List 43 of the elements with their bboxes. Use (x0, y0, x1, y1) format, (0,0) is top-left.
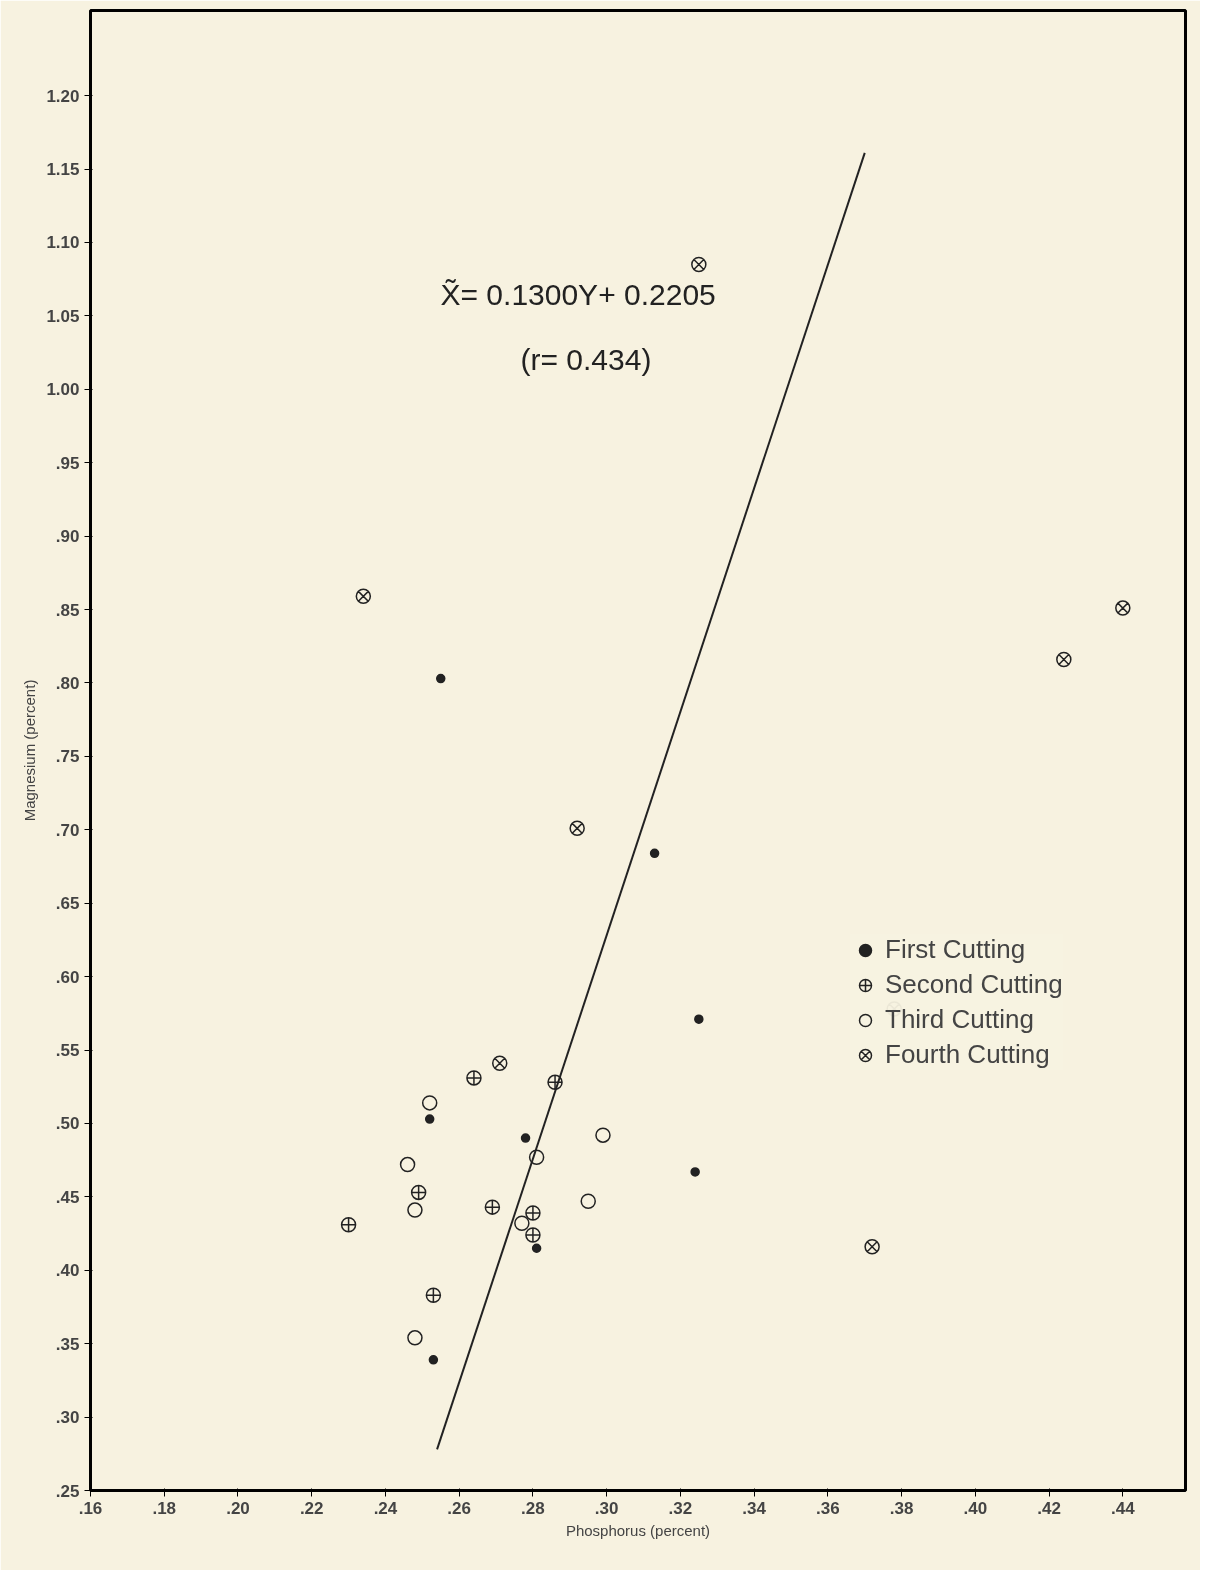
x-tick-label: .42 (1037, 1498, 1061, 1518)
y-tick-label: .30 (55, 1408, 80, 1428)
x-tick-label: .30 (594, 1498, 619, 1518)
y-tick-label: .80 (55, 673, 80, 693)
y-tick-label: .25 (55, 1481, 80, 1501)
x-tick-label: .26 (447, 1498, 472, 1518)
y-tick-label: .90 (55, 527, 80, 547)
y-tick-label: .40 (55, 1261, 80, 1281)
x-tick-label: .32 (668, 1498, 693, 1518)
y-tick-label: 1.10 (46, 233, 80, 253)
y-tick-label: .60 (55, 967, 80, 987)
y-tick-label: .75 (55, 747, 80, 767)
annotation: X̃= 0.1300Y+ 0.2205 (440, 277, 716, 311)
y-tick-label: .45 (55, 1187, 80, 1207)
y-tick-label: 1.15 (46, 160, 80, 180)
y-tick-label: .55 (55, 1041, 80, 1061)
y-tick-label: .85 (55, 600, 80, 620)
x-tick-label: .24 (373, 1498, 398, 1518)
y-axis-title: Magnesium (percent) (21, 679, 39, 822)
x-tick-label: .40 (963, 1498, 988, 1518)
legend-label: Third Cutting (885, 1004, 1034, 1035)
x-axis-title: Phosphorus (percent) (565, 1521, 711, 1539)
legend-label: First Cutting (885, 934, 1026, 965)
x-tick-label: .36 (816, 1498, 840, 1518)
y-tick-label: .35 (55, 1334, 80, 1354)
x-tick-label: .28 (521, 1498, 545, 1518)
x-tick-label: .34 (742, 1498, 767, 1518)
x-tick-label: .22 (299, 1498, 324, 1518)
y-tick-label: 1.20 (46, 86, 80, 106)
y-tick-label: .50 (55, 1114, 80, 1134)
legend-label: Fourth Cutting (885, 1039, 1050, 1070)
y-tick-label: .70 (55, 820, 80, 840)
y-tick-label: 1.00 (46, 380, 80, 400)
annotation: (r= 0.434) (520, 342, 652, 376)
x-tick-label: .18 (152, 1498, 177, 1518)
x-tick-label: .20 (226, 1498, 250, 1518)
y-tick-label: 1.05 (46, 306, 80, 326)
x-tick-label: .38 (889, 1498, 914, 1518)
x-tick-label: .16 (78, 1498, 103, 1518)
legend-label: Second Cutting (885, 969, 1063, 1000)
x-tick-label: .44 (1111, 1498, 1136, 1518)
y-tick-label: .95 (55, 453, 80, 473)
y-tick-label: .65 (55, 894, 80, 914)
